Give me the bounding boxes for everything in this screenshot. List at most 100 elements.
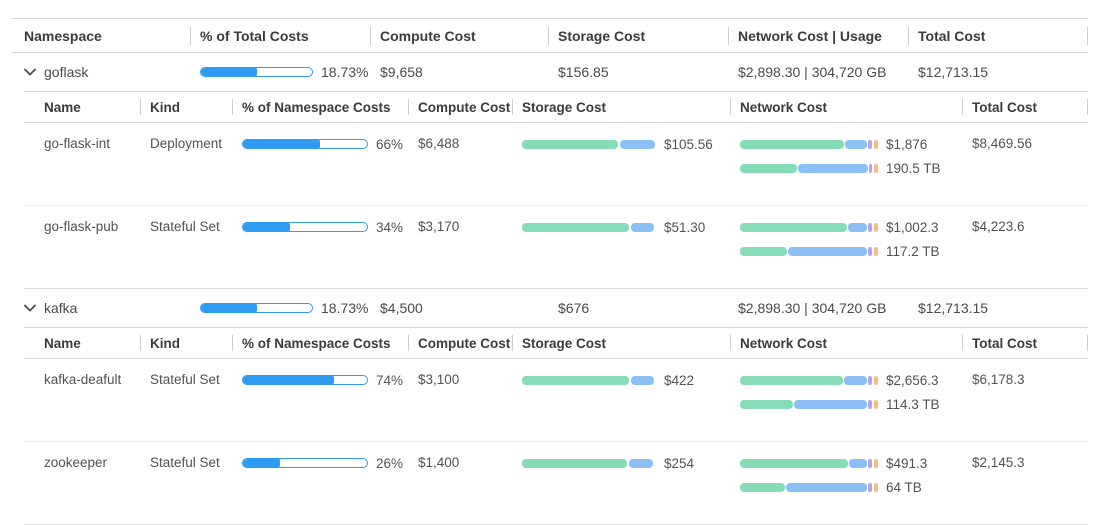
network-cost-value: $491.3 xyxy=(886,455,928,471)
bar-segment xyxy=(787,246,867,256)
workload-total-cost-cell: $2,145.3 xyxy=(962,454,1088,516)
workload-kind-cell: Stateful Set xyxy=(140,454,232,516)
total-cost-value: $6,178.3 xyxy=(972,372,1025,387)
workload-network-cost-cell: $1,002.3 117.2 TB xyxy=(730,218,962,280)
bar-segment xyxy=(522,139,619,149)
column-label: Network Cost xyxy=(740,99,828,115)
workload-kind: Stateful Set xyxy=(150,219,220,234)
bar-segment xyxy=(867,458,872,468)
bar-segment xyxy=(522,375,630,385)
bar-segment xyxy=(740,375,843,385)
bar-segment xyxy=(869,163,872,173)
bar-segment xyxy=(867,139,872,149)
workload-storage-cost-cell: $422 xyxy=(512,371,730,433)
workload-total-cost-cell: $8,469.56 xyxy=(962,135,1088,197)
namespace-storage-cost: $156.85 xyxy=(558,64,609,80)
total-cost-share-value: 18.73% xyxy=(321,64,369,80)
storage-cost-bar xyxy=(522,139,656,149)
workload-row: go-flask-pub Stateful Set 34% $3,170 $51.30 $… xyxy=(24,205,1088,288)
bar-segment xyxy=(631,222,654,232)
workload-row: zookeeper Stateful Set 26% $1,400 $254 $491.3… xyxy=(24,441,1088,524)
workload-table: Name Kind % of Namespace Costs Compute Cost… xyxy=(24,327,1088,525)
column-label: Name xyxy=(44,335,81,351)
column-label: Namespace xyxy=(24,27,102,44)
workload-compute-cost-cell: $3,100 xyxy=(408,371,512,433)
bar-segment xyxy=(522,458,627,468)
bar-segment xyxy=(867,222,872,232)
namespace-row[interactable]: goflask 18.73% $9,658 $156.85 $2,898.30 | 30… xyxy=(12,53,1088,91)
workload-header-cell: Total Cost xyxy=(962,92,1088,122)
workload-storage-cost-cell: $254 xyxy=(512,454,730,516)
workload-network-cost-cell: $2,656.3 114.3 TB xyxy=(730,371,962,433)
network-usage-bar xyxy=(740,482,878,492)
workload-table: Name Kind % of Namespace Costs Compute Cost… xyxy=(24,91,1088,289)
namespace-compute-cost: $4,500 xyxy=(380,300,423,316)
column-label: Compute Cost xyxy=(418,335,511,351)
network-cost-bar xyxy=(740,139,878,149)
bar-segment xyxy=(740,163,797,173)
workload-compute-cost-cell: $6,488 xyxy=(408,135,512,197)
progress-fill xyxy=(243,459,281,467)
workload-kind-cell: Deployment xyxy=(140,135,232,197)
workload-header-row: Name Kind % of Namespace Costs Compute Cost… xyxy=(24,91,1088,123)
bar-segment xyxy=(873,399,878,409)
column-label: Kind xyxy=(150,99,180,115)
network-cost-bar xyxy=(740,458,879,468)
namespace-row[interactable]: kafka 18.73% $4,500 $676 $2,898.30 | 304,720… xyxy=(12,289,1088,327)
storage-cost-value: $422 xyxy=(664,372,695,388)
namespace-costs-share-bar xyxy=(242,375,368,385)
bar-segment xyxy=(843,375,867,385)
workload-kind: Stateful Set xyxy=(150,372,220,387)
workload-kind-cell: Stateful Set xyxy=(140,218,232,280)
column-label: Compute Cost xyxy=(380,27,476,44)
network-usage-bar xyxy=(740,246,879,256)
chevron-down-icon[interactable] xyxy=(24,304,36,312)
column-label: Storage Cost xyxy=(522,335,607,351)
column-label: % of Namespace Costs xyxy=(242,99,391,115)
bar-segment xyxy=(786,482,867,492)
workload-header-cell: Total Cost xyxy=(962,328,1088,358)
bar-segment xyxy=(873,222,878,232)
workload-name-cell: kafka-deafult xyxy=(24,371,140,433)
bar-segment xyxy=(620,139,656,149)
bar-segment xyxy=(867,482,872,492)
workload-kind: Stateful Set xyxy=(150,455,220,470)
network-usage-bar xyxy=(740,163,878,173)
namespace-share-cell: 18.73% xyxy=(190,64,370,80)
total-cost-share-value: 18.73% xyxy=(321,300,369,316)
bar-segment xyxy=(867,399,872,409)
total-cost-share-bar xyxy=(200,67,313,77)
workload-header-cell: Name xyxy=(24,328,140,358)
workload-header-row: Name Kind % of Namespace Costs Compute Cost… xyxy=(24,327,1088,359)
total-cost-value: $2,145.3 xyxy=(972,455,1025,470)
workload-header-cell: Network Cost xyxy=(730,92,962,122)
workload-name: zookeeper xyxy=(44,455,108,470)
namespace-costs-share-value: 26% xyxy=(376,455,404,471)
network-cost-value: $1,002.3 xyxy=(886,219,939,235)
total-cost-value: $4,223.6 xyxy=(972,219,1025,234)
total-cost-value: $8,469.56 xyxy=(972,136,1033,151)
network-cost-value: $2,656.3 xyxy=(886,372,939,388)
bar-segment xyxy=(867,375,872,385)
progress-fill xyxy=(243,140,320,148)
progress-fill xyxy=(201,68,257,76)
progress-fill xyxy=(243,376,334,384)
namespace-total-cost: $12,713.15 xyxy=(918,300,989,316)
workload-header-cell: Network Cost xyxy=(730,328,962,358)
bar-segment xyxy=(740,458,849,468)
storage-cost-value: $105.56 xyxy=(664,136,713,152)
bar-segment xyxy=(631,375,654,385)
main-header-compute-cost: Compute Cost xyxy=(370,19,548,52)
bar-segment xyxy=(740,222,847,232)
workload-header-cell: % of Namespace Costs xyxy=(232,92,408,122)
namespace-share-cell: 18.73% xyxy=(190,300,370,316)
namespace-costs-share-cell: 66% xyxy=(232,135,408,197)
column-label: Total Cost xyxy=(972,335,1037,351)
workload-name: go-flask-int xyxy=(44,136,111,151)
chevron-down-icon[interactable] xyxy=(24,68,36,76)
namespace-costs-share-value: 34% xyxy=(376,219,404,235)
main-header-network-cost-usage: Network Cost | Usage xyxy=(728,19,908,52)
bar-segment xyxy=(849,458,867,468)
network-cost-bar xyxy=(740,222,878,232)
